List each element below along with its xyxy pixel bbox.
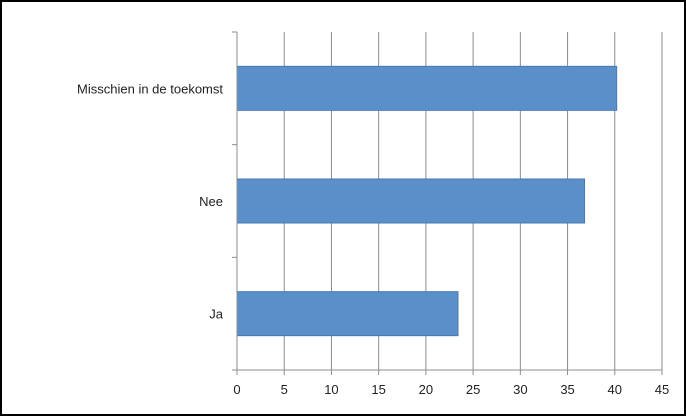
bars	[236, 65, 618, 337]
x-tick-labels: 0 5 10 15 20 25 30 35 40 45	[233, 382, 669, 397]
category-label: Nee	[199, 194, 223, 209]
x-tick-label: 5	[281, 382, 288, 397]
category-label: Misschien in de toekomst	[77, 81, 223, 96]
x-tick-label: 30	[513, 382, 527, 397]
category-label: Ja	[209, 307, 224, 322]
x-tick-label: 40	[608, 382, 622, 397]
x-tick-label: 15	[371, 382, 385, 397]
x-tick-label: 10	[324, 382, 338, 397]
bar	[236, 65, 618, 111]
category-labels: Misschien in de toekomst Nee Ja	[77, 81, 224, 321]
x-tick-label: 20	[419, 382, 433, 397]
x-tick-label: 25	[466, 382, 480, 397]
x-tick-label: 35	[560, 382, 574, 397]
x-tick-label: 45	[655, 382, 669, 397]
x-tick-label: 0	[233, 382, 240, 397]
bar	[236, 178, 586, 224]
bar	[236, 291, 459, 337]
axes	[232, 31, 663, 375]
